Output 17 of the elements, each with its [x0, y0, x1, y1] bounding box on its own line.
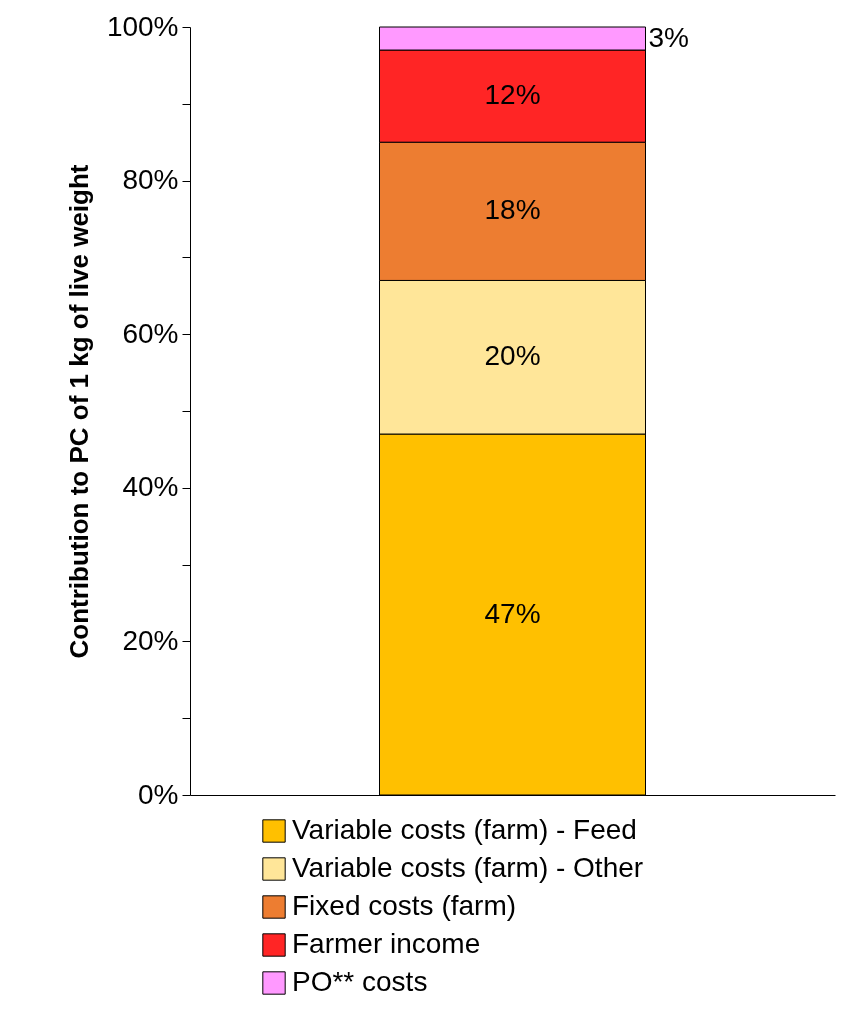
data-label: 47%	[484, 597, 541, 629]
legend-label: Farmer income	[292, 928, 481, 959]
data-label: 12%	[484, 79, 541, 111]
y-tick-label: 80%	[122, 164, 179, 196]
data-label: 20%	[484, 340, 541, 372]
data-label: 18%	[484, 194, 541, 226]
y-tick-label: 60%	[122, 317, 179, 349]
y-axis-title: Contribution to PC of 1 kg of live weight	[63, 164, 94, 659]
data-label: 3%	[648, 21, 689, 53]
y-tick-label: 40%	[122, 471, 179, 503]
y-tick-label: 20%	[122, 624, 179, 656]
legend-label: Fixed costs (farm)	[292, 890, 517, 921]
legend-label: Variable costs (farm) - Other	[292, 852, 644, 883]
y-tick-label: 0%	[138, 778, 179, 810]
legend-label: Variable costs (farm) - Feed	[292, 814, 637, 845]
legend-label: PO** costs	[292, 966, 428, 997]
y-tick-label: 100%	[106, 10, 179, 42]
